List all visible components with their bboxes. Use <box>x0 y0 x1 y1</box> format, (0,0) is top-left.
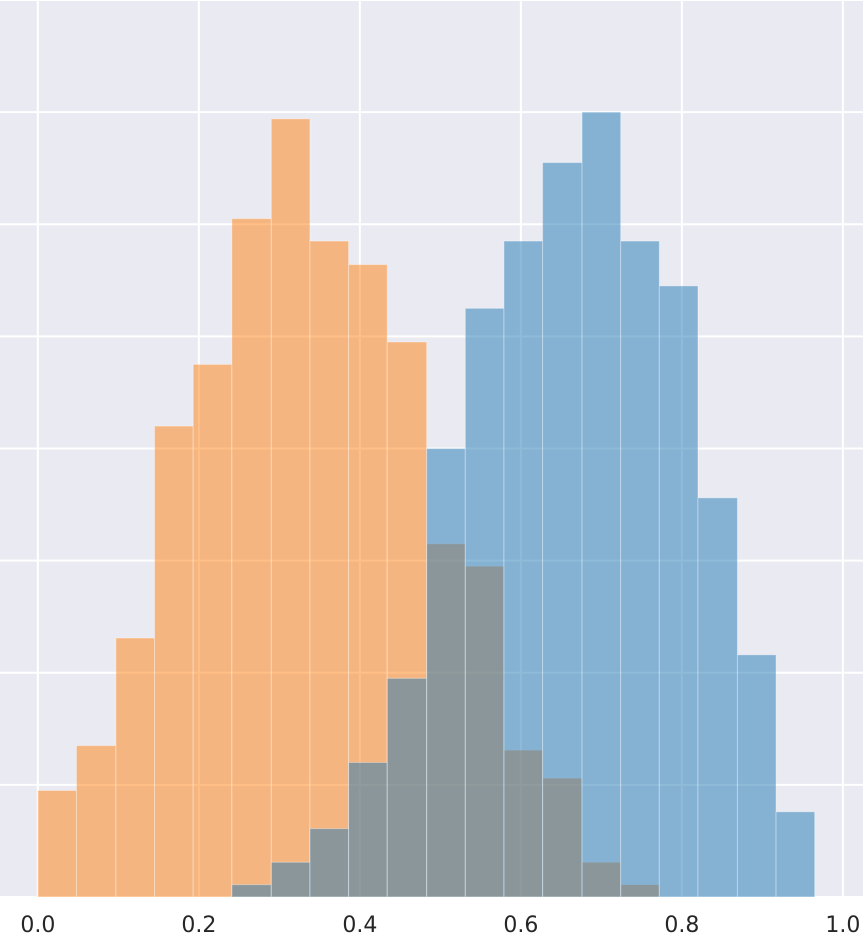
histogram-bar <box>270 118 311 898</box>
histogram-bar <box>386 677 428 898</box>
histogram-bar <box>154 425 194 898</box>
histogram-bar <box>348 761 388 898</box>
x-tick-label: 0.4 <box>342 913 377 938</box>
histogram-bar <box>658 285 699 898</box>
histogram-bar <box>231 884 272 898</box>
histogram-bar <box>775 811 816 898</box>
x-tick-label: 0.6 <box>503 913 538 938</box>
histogram-bar <box>309 828 350 898</box>
histogram-bar <box>309 240 350 898</box>
x-tick-label: 1.0 <box>825 913 860 938</box>
histogram-bar <box>270 861 311 898</box>
histogram-bar <box>464 307 505 898</box>
histogram-bar <box>620 240 660 898</box>
x-tick-label: 0.2 <box>181 913 216 938</box>
histogram-bar <box>75 745 117 898</box>
histogram-bar <box>426 448 466 898</box>
histogram-bar <box>581 111 622 898</box>
histogram-bar <box>231 218 272 898</box>
histogram-bar <box>192 363 233 898</box>
histogram-bar <box>37 789 77 898</box>
x-tick-label: 0.8 <box>664 913 699 938</box>
histogram-bar <box>736 654 777 898</box>
x-tick-label: 0.0 <box>20 913 55 938</box>
histogram-bar <box>697 497 738 898</box>
histogram-bar <box>542 162 583 898</box>
histogram-bar <box>115 637 156 898</box>
histogram-bar <box>503 240 544 898</box>
